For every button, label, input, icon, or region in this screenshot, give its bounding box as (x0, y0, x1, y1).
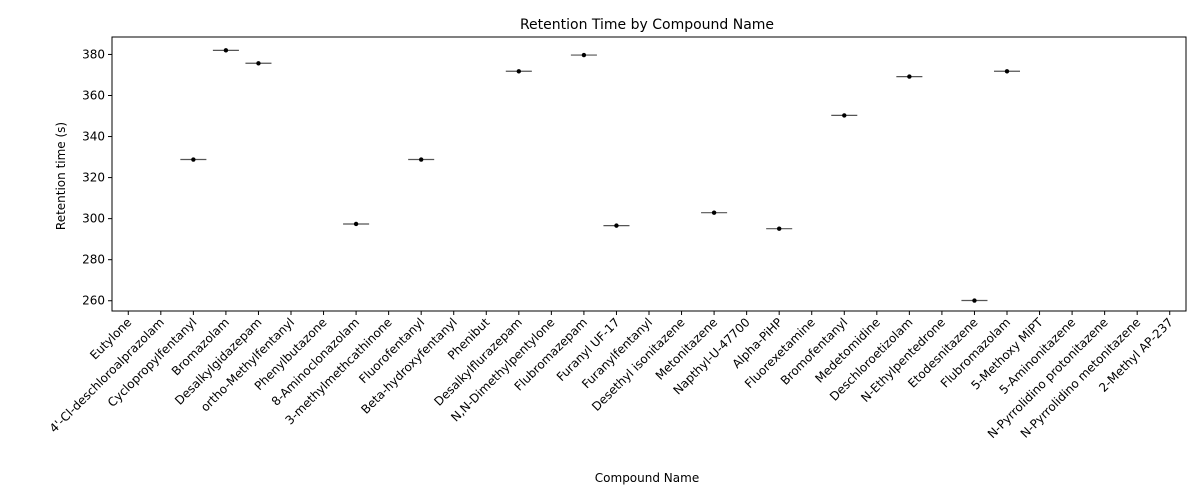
y-tick-label: 260 (82, 294, 105, 308)
y-tick-label: 280 (82, 253, 105, 267)
data-point (516, 69, 522, 74)
data-point (711, 210, 717, 215)
y-tick-label: 380 (82, 47, 105, 61)
y-axis-title: Retention time (s) (54, 122, 68, 230)
data-point (907, 74, 912, 79)
data-point (842, 113, 847, 118)
chart-title: Retention Time by Compound Name (520, 17, 774, 33)
data-point (776, 226, 782, 231)
plot-area: 260280300320340360380Eutylone4'-Cl-desch… (47, 36, 1187, 441)
data-point (223, 48, 229, 53)
data-point (972, 298, 977, 303)
y-tick-label: 300 (82, 212, 105, 226)
data-point (256, 61, 261, 66)
y-tick-label: 340 (82, 130, 105, 144)
data-point (581, 52, 587, 58)
y-tick-label: 360 (82, 88, 105, 102)
data-point (1004, 69, 1010, 74)
y-tick-label: 320 (82, 171, 105, 185)
data-point (614, 223, 619, 228)
x-axis-title: Compound Name (595, 471, 699, 485)
data-point (191, 157, 196, 162)
plot-frame (111, 36, 1187, 312)
data-point (418, 157, 424, 162)
data-point (353, 221, 359, 227)
